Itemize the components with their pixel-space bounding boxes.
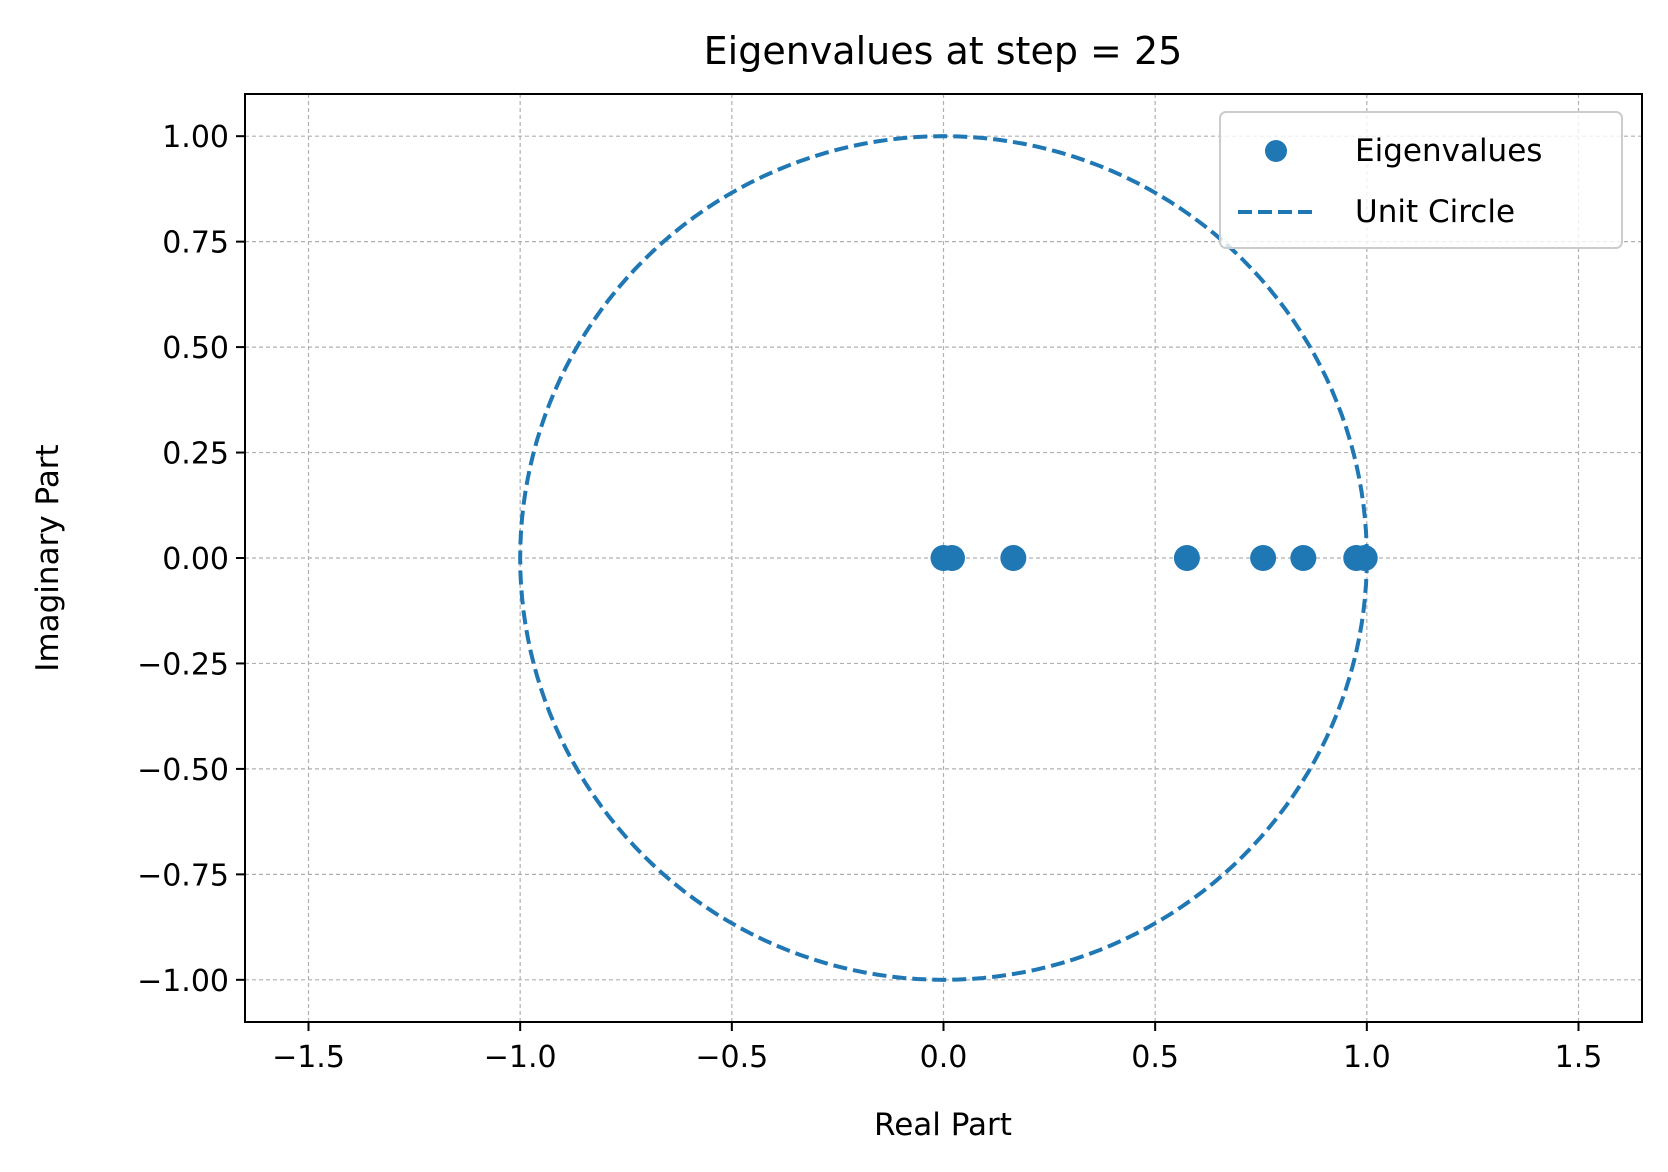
eigenvalue-point — [1351, 545, 1378, 571]
y-axis-label: Imaginary Part — [30, 444, 66, 671]
x-tick-label: −0.5 — [695, 1040, 768, 1075]
x-tick-label: 0.5 — [1131, 1040, 1179, 1075]
y-tick-label: −0.75 — [137, 858, 229, 893]
x-tick-label: 1.0 — [1343, 1040, 1391, 1075]
unit-circle-line — [518, 134, 1369, 982]
eigenvalue-point — [938, 545, 965, 571]
x-tick-label: 1.5 — [1555, 1040, 1603, 1075]
y-tick-label: −1.00 — [137, 964, 229, 999]
y-tick-label: 0.50 — [162, 331, 229, 366]
eigenvalue-point — [1173, 545, 1200, 571]
y-tick-label: −0.25 — [137, 647, 229, 682]
y-tick-label: 0.00 — [162, 542, 229, 577]
x-tick-label: −1.0 — [484, 1040, 557, 1075]
y-axis-ticks: 1.00 0.75 0.50 0.25 0.00 −0.25 −0.50 −0.75 −1.00 — [137, 120, 245, 999]
legend-box — [1219, 111, 1623, 249]
chart-title: Eigenvalues at step = 25 — [704, 29, 1183, 73]
unit-circle-layer — [518, 134, 1369, 982]
x-axis-ticks: −1.5 −1.0 −0.5 0.0 0.5 1.0 1.5 — [272, 1022, 1602, 1075]
y-tick-label: 0.75 — [162, 226, 229, 261]
legend: Eigenvalues Unit Circle — [1219, 111, 1623, 249]
legend-label-eigenvalues: Eigenvalues — [1355, 133, 1542, 169]
x-tick-label: 0.0 — [920, 1040, 968, 1075]
eigenvalue-point — [1000, 545, 1027, 571]
eigenvalue-point — [1290, 545, 1317, 571]
y-tick-label: 0.25 — [162, 437, 229, 472]
legend-label-unit-circle: Unit Circle — [1355, 194, 1515, 230]
legend-marker-eigenvalues — [1265, 140, 1287, 162]
y-tick-label: 1.00 — [162, 120, 229, 155]
eigenvalue-point — [1250, 545, 1277, 571]
x-tick-label: −1.5 — [272, 1040, 345, 1075]
y-tick-label: −0.50 — [137, 753, 229, 788]
x-axis-label: Real Part — [874, 1107, 1012, 1143]
points-layer — [930, 545, 1378, 571]
